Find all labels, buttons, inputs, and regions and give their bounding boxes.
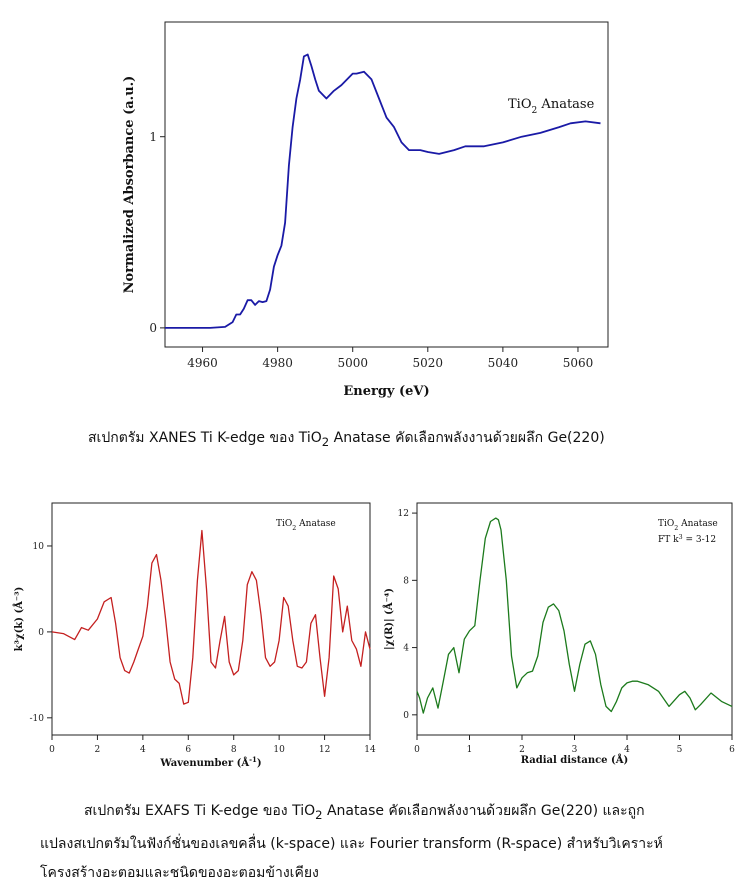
xanes-caption-sub: 2	[321, 434, 330, 449]
y-tick-label: 12	[398, 509, 409, 519]
exafs-caption-line2: แปลงสเปกตรัมในฟังก์ชั่นของเลขคลื่น (k-sp…	[40, 835, 663, 852]
x-tick-label: 2	[95, 745, 101, 755]
x-tick-label: 14	[364, 745, 376, 755]
y-tick-label: -10	[30, 714, 45, 724]
x-tick-label: 12	[319, 745, 330, 755]
series-line	[165, 53, 601, 329]
x-tick-label: 5060	[563, 356, 594, 370]
xanes-caption-text-end: Anatase คัดเลือกพลังงานด้วยผลึก Ge(220)	[329, 430, 605, 446]
y-axis-label: Normalized Absorbance (a.u.)	[122, 76, 137, 294]
x-axis-label: Energy (eV)	[343, 384, 429, 399]
y-tick-label: 1	[149, 130, 157, 144]
xanes-chart: 4960 4980 5000 5020 5040 5060 0 1 Energy (eV) Nor…	[122, 21, 609, 399]
exafs-caption-line1: สเปกตรัม EXAFS Ti K-edge ของ TiO2 Anatas…	[40, 797, 730, 830]
y-axis-label: |χ(R)| (Å⁻⁴)	[383, 588, 395, 650]
x-tick-label: 5020	[413, 356, 444, 370]
x-tick-label: 10	[273, 745, 285, 755]
y-tick-label: 4	[403, 644, 409, 654]
exafs-caption-line3: โครงสร้างอะตอมและชนิดของอะตอมข้างเคียง	[40, 864, 319, 881]
series-annotation: TiO2 Anatase	[658, 519, 718, 532]
y-tick-label: 8	[403, 576, 409, 586]
exafs-caption-line1-post: Anatase คัดเลือกพลังงานด้วยผลึก Ge(220) …	[322, 803, 645, 819]
exafs-caption-line1-pre: สเปกตรัม EXAFS Ti K-edge ของ TiO	[84, 803, 316, 819]
x-tick-label: 6	[729, 745, 735, 755]
x-tick-label: 0	[414, 745, 420, 755]
x-tick-label: 6	[185, 745, 191, 755]
exafs-k-chart: 0 2 4 6 8 10 12 14 -10 0 10 Wavenumber (Å-1) k³χ(k) …	[13, 502, 376, 770]
x-tick-label: 5	[677, 745, 683, 755]
plot-frame	[164, 21, 609, 348]
y-axis-label: k³χ(k) (Å⁻³)	[13, 587, 25, 652]
series-annotation: TiO2 Anatase	[508, 97, 595, 116]
series-annotation: TiO2 Anatase	[276, 519, 336, 532]
exafs-caption: สเปกตรัม EXAFS Ti K-edge ของ TiO2 Anatas…	[40, 797, 730, 888]
x-tick-label: 5040	[488, 356, 519, 370]
y-tick-label: 0	[403, 711, 409, 721]
x-tick-label: 4	[140, 745, 146, 755]
plot-frame	[51, 502, 371, 736]
ft-annotation: FT k3 = 3-12	[658, 534, 716, 546]
exafs-caption-line1-sub: 2	[315, 807, 323, 822]
x-tick-label: 0	[49, 745, 55, 755]
x-tick-label: 8	[231, 745, 237, 755]
y-tick-label: 0	[38, 628, 44, 638]
x-tick-label: 4	[624, 745, 630, 755]
x-axis-label: Wavenumber (Å-1)	[159, 755, 261, 770]
x-tick-label: 1	[467, 745, 473, 755]
xanes-caption: สเปกตรัม XANES Ti K-edge ของ TiO2 Anatas…	[88, 427, 728, 449]
y-tick-label: 10	[33, 542, 45, 552]
x-tick-label: 4960	[187, 356, 218, 370]
y-tick-label: 0	[149, 321, 157, 335]
x-tick-label: 3	[572, 745, 578, 755]
series-line	[416, 517, 733, 714]
series-line	[51, 529, 371, 705]
xanes-caption-text: สเปกตรัม XANES Ti K-edge ของ TiO	[88, 430, 322, 446]
x-axis-label: Radial distance (Å)	[521, 754, 629, 766]
x-tick-label: 2	[519, 745, 525, 755]
x-tick-label: 5000	[337, 356, 368, 370]
x-tick-label: 4980	[262, 356, 293, 370]
